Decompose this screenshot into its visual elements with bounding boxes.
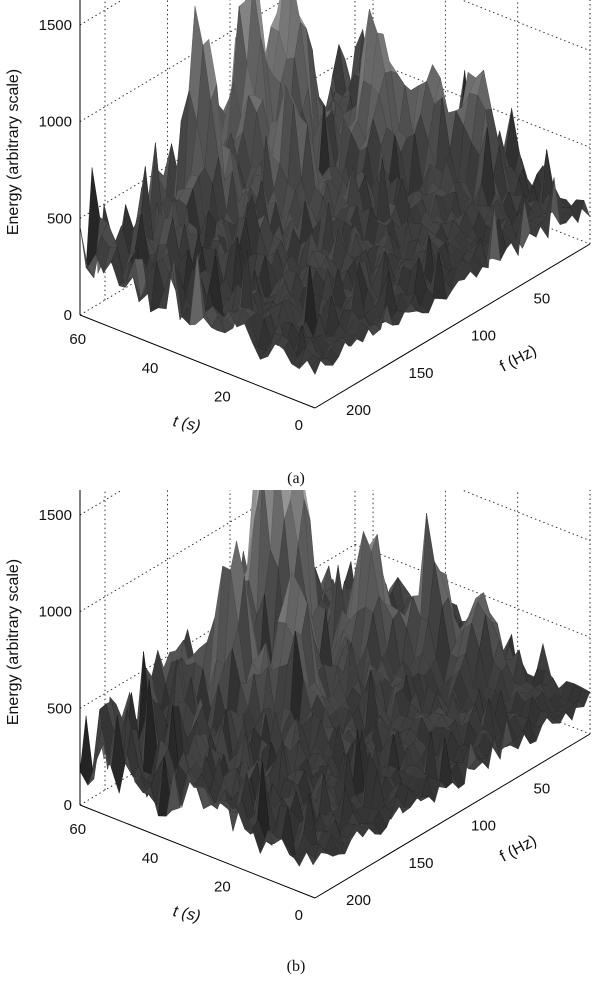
z-gridline bbox=[79, 490, 123, 516]
t-axis-label-var: t bbox=[171, 903, 183, 921]
f-tick-label: 50 bbox=[534, 290, 551, 307]
z-gridline bbox=[460, 0, 591, 52]
chart-panel-b: 0 500 1000 1500 0 20 40 60 50 100 150 200 Energy (ar… bbox=[0, 490, 592, 981]
surface bbox=[79, 0, 591, 375]
surface-plot-a: 0 500 1000 1500 0 20 40 60 50 100 150 200 Energy (ar… bbox=[5, 0, 591, 435]
surface-patch bbox=[287, 490, 292, 501]
f-tick-label: 100 bbox=[471, 818, 496, 835]
tick-labels: 0 500 1000 1500 0 20 40 60 50 100 150 200 bbox=[39, 507, 551, 924]
surface bbox=[79, 490, 591, 867]
t-axis-label-var: t bbox=[171, 413, 183, 431]
f-axis-line bbox=[314, 733, 591, 899]
t-tick-label: 0 bbox=[295, 417, 303, 434]
surface-patch bbox=[307, 851, 322, 866]
f-tick-label: 100 bbox=[471, 328, 496, 345]
chart-panel-a: 0 500 1000 1500 0 20 40 60 50 100 150 200 Energy (ar… bbox=[0, 0, 592, 490]
z-tick-label: 500 bbox=[47, 210, 72, 227]
f-tick-label: 200 bbox=[346, 892, 371, 909]
tick-labels: 0 500 1000 1500 0 20 40 60 50 100 150 200 bbox=[39, 17, 551, 434]
z-gridline bbox=[79, 0, 123, 26]
z-tick-label: 1500 bbox=[39, 507, 72, 524]
z-axis-label: Energy (arbitrary scale) bbox=[5, 559, 22, 725]
z-gridline bbox=[460, 490, 591, 542]
z-tick-label: 1000 bbox=[39, 604, 72, 621]
z-tick-label: 1000 bbox=[39, 114, 72, 131]
t-axis-label: t (s) bbox=[171, 903, 201, 925]
t-axis-label-unit: (s) bbox=[180, 905, 202, 926]
f-axis-label: f (Hz) bbox=[497, 832, 540, 865]
t-axis-label: t (s) bbox=[171, 413, 201, 435]
z-tick-label: 500 bbox=[47, 700, 72, 717]
t-tick-label: 20 bbox=[214, 878, 231, 895]
f-axis-label: f (Hz) bbox=[497, 342, 540, 375]
t-tick-label: 40 bbox=[142, 360, 159, 377]
z-gridline bbox=[354, 543, 591, 638]
f-tick-label: 50 bbox=[534, 780, 551, 797]
f-tick-label: 150 bbox=[409, 855, 434, 872]
f-axis-line bbox=[314, 243, 591, 409]
surface-plot-b: 0 500 1000 1500 0 20 40 60 50 100 150 200 Energy (ar… bbox=[5, 490, 591, 925]
z-axis-label: Energy (arbitrary scale) bbox=[5, 69, 22, 235]
f-tick-label: 200 bbox=[346, 402, 371, 419]
f-tick-label: 150 bbox=[409, 365, 434, 382]
z-tick-label: 0 bbox=[64, 797, 72, 814]
t-axis-line bbox=[79, 804, 316, 899]
t-tick-label: 40 bbox=[142, 850, 159, 867]
t-tick-label: 0 bbox=[295, 907, 303, 924]
z-tick-label: 1500 bbox=[39, 17, 72, 34]
t-tick-label: 60 bbox=[69, 331, 86, 348]
t-tick-label: 60 bbox=[69, 821, 86, 838]
t-tick-label: 20 bbox=[214, 388, 231, 405]
z-tick-label: 0 bbox=[64, 307, 72, 324]
surface-patch bbox=[307, 355, 322, 375]
caption-b: (b) bbox=[286, 958, 306, 975]
t-axis-line bbox=[79, 314, 316, 409]
t-axis-label-unit: (s) bbox=[180, 415, 202, 436]
caption-a: (a) bbox=[287, 470, 305, 487]
